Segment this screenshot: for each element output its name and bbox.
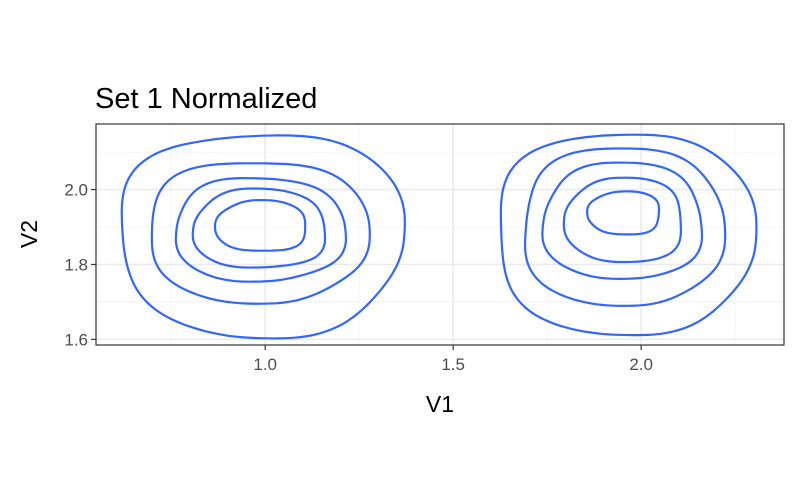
x-axis-title: V1: [426, 391, 454, 417]
x-axis: 1.0 1.5 2.0: [253, 345, 653, 374]
contour-line-cluster-1-level-5: [213, 199, 307, 252]
contour-line-cluster-1-level-4: [191, 187, 327, 269]
contour-line-cluster-2-level-2: [523, 147, 727, 307]
contour-line-cluster-2-level-4: [562, 176, 682, 264]
y-tick-label: 1.8: [64, 255, 88, 274]
contour-line-cluster-2-level-3: [541, 161, 704, 280]
x-tick-label: 2.0: [629, 355, 653, 374]
contour-line-cluster-2-level-5: [586, 190, 661, 236]
contour-line-cluster-1-level-1: [120, 134, 406, 340]
contour-lines: [120, 133, 758, 340]
y-axis-title: V2: [16, 220, 42, 248]
x-tick-label: 1.5: [441, 355, 465, 374]
x-tick-label: 1.0: [253, 355, 277, 374]
chart-title: Set 1 Normalized: [95, 83, 317, 115]
y-tick-label: 1.6: [64, 330, 88, 349]
y-tick-label: 2.0: [64, 181, 88, 200]
contour-line-cluster-1-level-2: [150, 162, 371, 305]
contour-line-cluster-2-level-1: [499, 133, 758, 337]
y-axis: 1.6 1.8 2.0: [64, 181, 96, 349]
panel-border: [95, 123, 785, 346]
contour-line-cluster-1-level-3: [174, 177, 347, 283]
